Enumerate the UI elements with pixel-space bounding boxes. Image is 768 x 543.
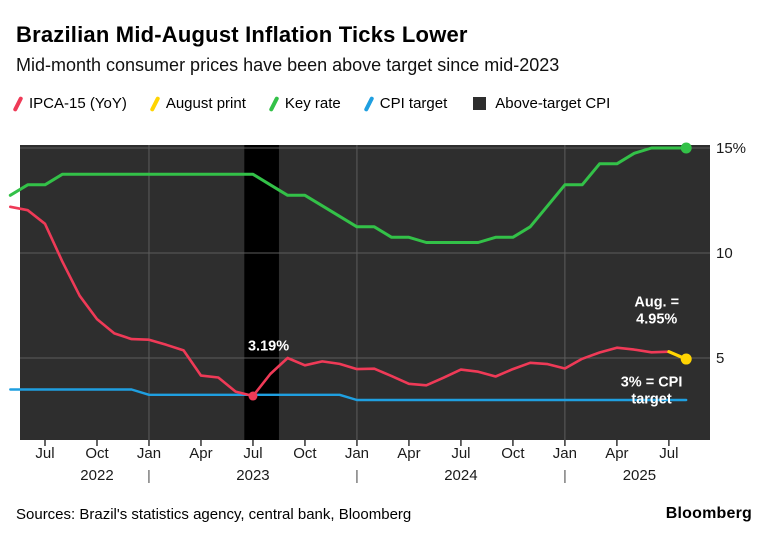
- x-axis-label: Jan: [345, 445, 369, 462]
- year-separator: |: [355, 467, 359, 483]
- year-label: 2023: [236, 467, 269, 484]
- chart-title: Brazilian Mid-August Inflation Ticks Low…: [16, 22, 468, 47]
- legend-label-above-target-cpi: Above-target CPI: [495, 95, 611, 112]
- key-rate-line-icon: [268, 95, 280, 112]
- x-axis-label: Jul: [35, 445, 54, 462]
- annotation: 4.95%: [636, 312, 677, 328]
- x-axis-label: Oct: [293, 445, 317, 462]
- sources-note: Sources: Brazil's statistics agency, cen…: [16, 505, 412, 523]
- annotation: 3.19%: [248, 339, 289, 355]
- legend-item-ipca15: IPCA-15 (YoY): [12, 95, 127, 112]
- x-axis-label: Apr: [397, 445, 420, 462]
- x-axis-label: Jul: [451, 445, 470, 462]
- y-axis-label: 15%: [716, 140, 746, 157]
- x-axis-label: Jan: [137, 445, 161, 462]
- legend-label-cpi-target: CPI target: [379, 95, 448, 112]
- year-label: 2025: [623, 467, 656, 484]
- key-rate-line: [8, 146, 688, 244]
- year-label: 2022: [80, 467, 113, 484]
- ipca15-line: [9, 205, 671, 398]
- year-label: 2024: [444, 467, 477, 484]
- legend-label-key-rate: Key rate: [284, 95, 341, 112]
- y-axis-label: 10: [716, 245, 733, 262]
- august-print-line-icon: [149, 95, 161, 112]
- annotation: Aug. =: [634, 295, 679, 311]
- bloomberg-logo: Bloomberg: [665, 505, 752, 522]
- chart-header: Brazilian Mid-August Inflation Ticks Low…: [16, 22, 559, 76]
- legend-item-key-rate: Key rate: [268, 95, 341, 112]
- x-axis-label: Jul: [243, 445, 262, 462]
- x-axis-label: Jul: [659, 445, 678, 462]
- annotation: 3% = CPI: [621, 374, 683, 390]
- chart-legend: IPCA-15 (YoY) August print Key rate CPI …: [12, 95, 610, 112]
- legend-label-august-print: August print: [165, 95, 246, 112]
- x-axis-label: Jan: [553, 445, 577, 462]
- above-target-swatch-icon: [473, 97, 487, 110]
- above-target-shading: [278, 145, 710, 440]
- x-axis-label: Oct: [501, 445, 525, 462]
- point-marker: [680, 142, 692, 154]
- chart-subtitle: Mid-month consumer prices have been abov…: [16, 55, 560, 75]
- legend-item-august-print: August print: [149, 95, 246, 112]
- y-axis-label: 5: [716, 350, 724, 367]
- x-axis-label: Oct: [85, 445, 109, 462]
- year-separator: |: [147, 467, 151, 483]
- cpi-target-line-icon: [363, 95, 375, 112]
- legend-item-above-target-cpi: Above-target CPI: [473, 95, 610, 112]
- annotation: target: [631, 391, 671, 407]
- chart-footer: Sources: Brazil's statistics agency, cen…: [0, 505, 768, 523]
- legend-item-cpi-target: CPI target: [363, 95, 448, 112]
- point-marker: [680, 353, 692, 365]
- legend-label-ipca15: IPCA-15 (YoY): [29, 95, 127, 112]
- x-axis-label: Apr: [605, 445, 628, 462]
- year-separator: |: [563, 467, 567, 483]
- point-marker: [248, 391, 258, 401]
- cpi-target-line: [9, 388, 688, 402]
- x-axis-label: Apr: [189, 445, 212, 462]
